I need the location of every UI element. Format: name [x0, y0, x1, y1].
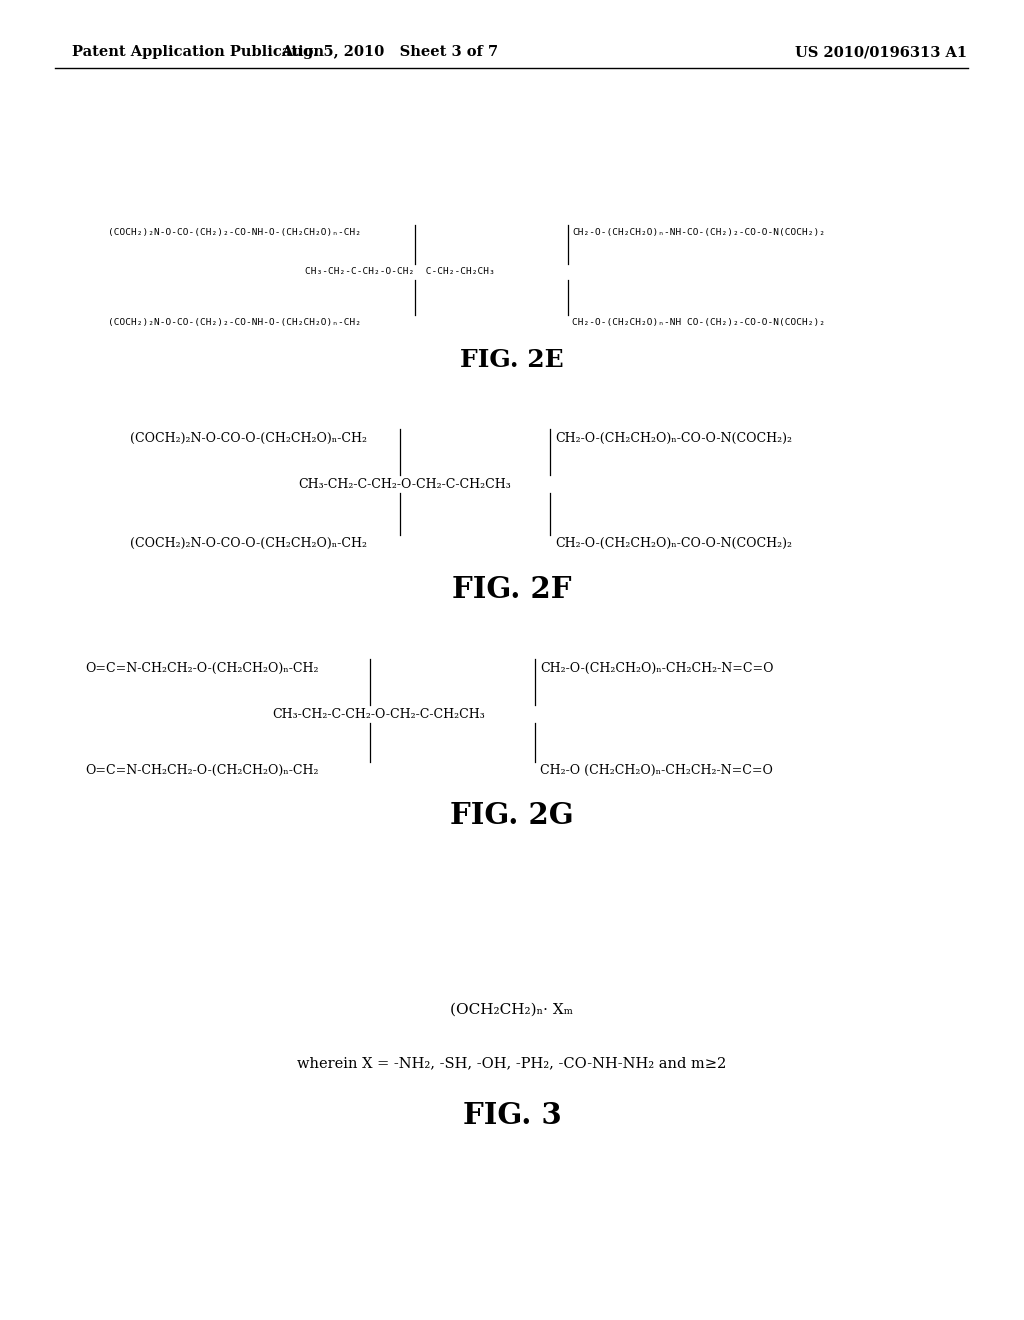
Text: FIG. 2E: FIG. 2E [460, 348, 564, 372]
Text: CH₂-O-(CH₂CH₂O)ₙ-CO-O-N(COCH₂)₂: CH₂-O-(CH₂CH₂O)ₙ-CO-O-N(COCH₂)₂ [555, 432, 792, 445]
Text: wherein X = -NH₂, -SH, -OH, -PH₂, -CO-NH-NH₂ and m≥2: wherein X = -NH₂, -SH, -OH, -PH₂, -CO-NH… [297, 1056, 727, 1071]
Text: CH₂-O-(CH₂CH₂O)ₙ-NH CO-(CH₂)₂-CO-O-N(COCH₂)₂: CH₂-O-(CH₂CH₂O)ₙ-NH CO-(CH₂)₂-CO-O-N(COC… [572, 318, 825, 326]
Text: FIG. 3: FIG. 3 [463, 1101, 561, 1130]
Text: Patent Application Publication: Patent Application Publication [72, 45, 324, 59]
Text: CH₂-O-(CH₂CH₂O)ₙ-CH₂CH₂-N=C=O: CH₂-O-(CH₂CH₂O)ₙ-CH₂CH₂-N=C=O [540, 661, 773, 675]
Text: CH₂-O-(CH₂CH₂O)ₙ-NH-CO-(CH₂)₂-CO-O-N(COCH₂)₂: CH₂-O-(CH₂CH₂O)ₙ-NH-CO-(CH₂)₂-CO-O-N(COC… [572, 228, 825, 238]
Text: (COCH₂)₂N-O-CO-O-(CH₂CH₂O)ₙ-CH₂: (COCH₂)₂N-O-CO-O-(CH₂CH₂O)ₙ-CH₂ [130, 536, 367, 549]
Text: (COCH₂)₂N-O-CO-(CH₂)₂-CO-NH-O-(CH₂CH₂O)ₙ-CH₂: (COCH₂)₂N-O-CO-(CH₂)₂-CO-NH-O-(CH₂CH₂O)ₙ… [108, 318, 361, 326]
Text: O=C=N-CH₂CH₂-O-(CH₂CH₂O)ₙ-CH₂: O=C=N-CH₂CH₂-O-(CH₂CH₂O)ₙ-CH₂ [85, 661, 318, 675]
Text: (COCH₂)₂N-O-CO-(CH₂)₂-CO-NH-O-(CH₂CH₂O)ₙ-CH₂: (COCH₂)₂N-O-CO-(CH₂)₂-CO-NH-O-(CH₂CH₂O)ₙ… [108, 228, 361, 238]
Text: FIG. 2F: FIG. 2F [453, 576, 571, 605]
Text: O=C=N-CH₂CH₂-O-(CH₂CH₂O)ₙ-CH₂: O=C=N-CH₂CH₂-O-(CH₂CH₂O)ₙ-CH₂ [85, 763, 318, 776]
Text: CH₃-CH₂-C-CH₂-O-CH₂  C-CH₂-CH₂CH₃: CH₃-CH₂-C-CH₂-O-CH₂ C-CH₂-CH₂CH₃ [305, 268, 495, 276]
Text: CH₂-O (CH₂CH₂O)ₙ-CH₂CH₂-N=C=O: CH₂-O (CH₂CH₂O)ₙ-CH₂CH₂-N=C=O [540, 763, 773, 776]
Text: Aug. 5, 2010   Sheet 3 of 7: Aug. 5, 2010 Sheet 3 of 7 [282, 45, 499, 59]
Text: (OCH₂CH₂)ₙ· Xₘ: (OCH₂CH₂)ₙ· Xₘ [451, 1003, 573, 1016]
Text: FIG. 2G: FIG. 2G [451, 800, 573, 829]
Text: CH₃-CH₂-C-CH₂-O-CH₂-C-CH₂CH₃: CH₃-CH₂-C-CH₂-O-CH₂-C-CH₂CH₃ [298, 478, 511, 491]
Text: CH₃-CH₂-C-CH₂-O-CH₂-C-CH₂CH₃: CH₃-CH₂-C-CH₂-O-CH₂-C-CH₂CH₃ [272, 708, 484, 721]
Text: CH₂-O-(CH₂CH₂O)ₙ-CO-O-N(COCH₂)₂: CH₂-O-(CH₂CH₂O)ₙ-CO-O-N(COCH₂)₂ [555, 536, 792, 549]
Text: US 2010/0196313 A1: US 2010/0196313 A1 [795, 45, 967, 59]
Text: (COCH₂)₂N-O-CO-O-(CH₂CH₂O)ₙ-CH₂: (COCH₂)₂N-O-CO-O-(CH₂CH₂O)ₙ-CH₂ [130, 432, 367, 445]
